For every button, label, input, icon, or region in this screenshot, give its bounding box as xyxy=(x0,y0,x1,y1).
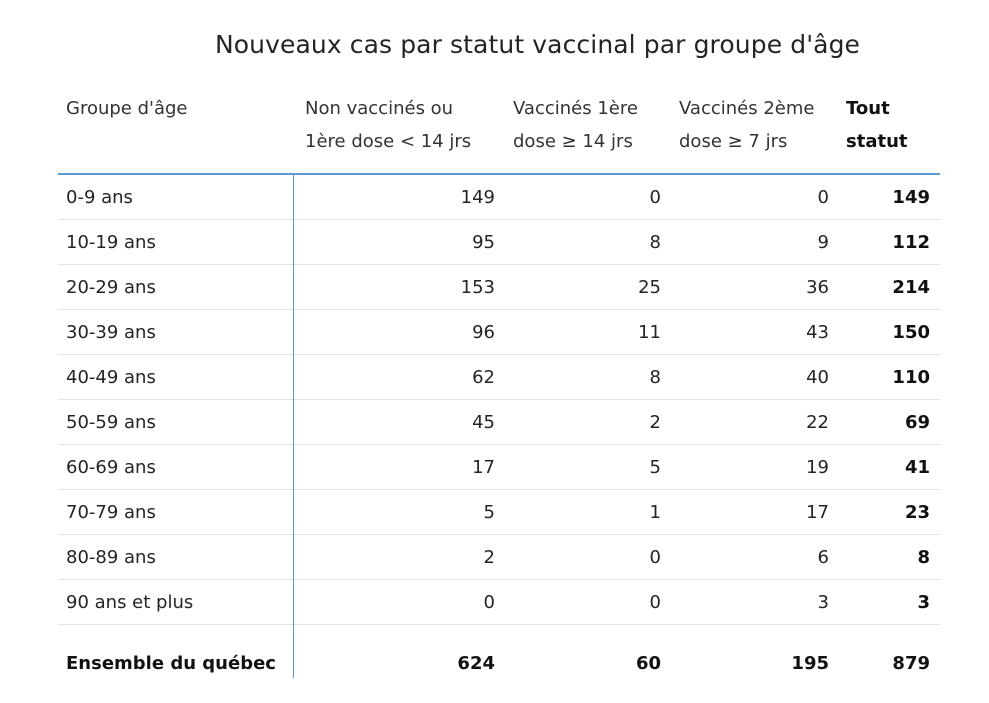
cell-dose-1: 0 xyxy=(649,592,661,613)
totals-non-vaccinated: 624 xyxy=(457,653,495,674)
cell-group: 50-59 ans xyxy=(66,412,156,433)
totals-row: Ensemble du québec 624 60 195 879 xyxy=(58,625,940,703)
cell-dose-1: 11 xyxy=(638,322,661,343)
cell-group: 20-29 ans xyxy=(66,277,156,298)
cell-non-vaccinated: 96 xyxy=(472,322,495,343)
cell-non-vaccinated: 153 xyxy=(460,277,495,298)
cell-dose-2: 40 xyxy=(806,367,829,388)
cell-dose-2: 17 xyxy=(806,502,829,523)
cell-group: 0-9 ans xyxy=(66,187,133,208)
cell-dose-2: 19 xyxy=(806,457,829,478)
cell-dose-2: 6 xyxy=(817,547,829,568)
table-row: 10-19 ans 95 8 9 112 xyxy=(58,220,940,265)
header-non-vaccinated-line-1: Non vaccinés ou xyxy=(305,98,454,119)
table-row: 90 ans et plus 0 0 3 3 xyxy=(58,580,940,625)
header-dose-2[interactable]: Vaccinés 2ème dose ≥ 7 jrs xyxy=(679,92,814,158)
cell-non-vaccinated: 45 xyxy=(472,412,495,433)
cell-dose-1: 2 xyxy=(649,412,661,433)
cell-non-vaccinated: 5 xyxy=(483,502,495,523)
table-header: Groupe d'âge Non vaccinés ou 1ère dose <… xyxy=(58,82,940,175)
cell-group: 60-69 ans xyxy=(66,457,156,478)
cell-total: 8 xyxy=(917,547,930,568)
header-non-vaccinated-line-2: 1ère dose < 14 jrs xyxy=(305,131,472,152)
cell-non-vaccinated: 0 xyxy=(483,592,495,613)
header-total-line-1: Tout xyxy=(846,98,890,119)
table-row: 70-79 ans 5 1 17 23 xyxy=(58,490,940,535)
cell-group: 10-19 ans xyxy=(66,232,156,253)
cell-total: 112 xyxy=(892,232,930,253)
header-dose-1-line-2: dose ≥ 14 jrs xyxy=(513,131,633,152)
cell-non-vaccinated: 149 xyxy=(460,187,495,208)
cell-group: 70-79 ans xyxy=(66,502,156,523)
cell-dose-1: 25 xyxy=(638,277,661,298)
cell-non-vaccinated: 2 xyxy=(483,547,495,568)
cell-dose-1: 8 xyxy=(649,232,661,253)
cell-total: 69 xyxy=(904,412,930,433)
header-dose-2-line-2: dose ≥ 7 jrs xyxy=(679,131,788,152)
table-row: 40-49 ans 62 8 40 110 xyxy=(58,355,940,400)
totals-total: 879 xyxy=(892,653,930,674)
cell-dose-2: 43 xyxy=(806,322,829,343)
cell-group: 30-39 ans xyxy=(66,322,156,343)
cell-non-vaccinated: 17 xyxy=(472,457,495,478)
table-row: 30-39 ans 96 11 43 150 xyxy=(58,310,940,355)
cell-total: 41 xyxy=(904,457,930,478)
cell-total: 3 xyxy=(917,592,930,613)
cell-total: 149 xyxy=(892,187,930,208)
cell-dose-1: 1 xyxy=(649,502,661,523)
cell-dose-2: 3 xyxy=(817,592,829,613)
table-row: 0-9 ans 149 0 0 149 xyxy=(58,175,940,220)
column-divider xyxy=(293,173,294,678)
header-total-line-2: statut xyxy=(846,131,908,152)
header-group-line-1: Groupe d'âge xyxy=(66,98,188,119)
cell-group: 80-89 ans xyxy=(66,547,156,568)
totals-dose-2: 195 xyxy=(791,653,829,674)
cell-dose-1: 8 xyxy=(649,367,661,388)
cell-non-vaccinated: 62 xyxy=(472,367,495,388)
header-dose-1-line-1: Vaccinés 1ère xyxy=(513,98,638,119)
table-title: Nouveaux cas par statut vaccinal par gro… xyxy=(214,30,861,59)
header-dose-1[interactable]: Vaccinés 1ère dose ≥ 14 jrs xyxy=(513,92,638,158)
cell-dose-2: 36 xyxy=(806,277,829,298)
totals-dose-1: 60 xyxy=(635,653,661,674)
cell-total: 110 xyxy=(892,367,930,388)
totals-label: Ensemble du québec xyxy=(66,653,276,674)
cell-dose-2: 0 xyxy=(817,187,829,208)
table-row: 80-89 ans 2 0 6 8 xyxy=(58,535,940,580)
cell-total: 150 xyxy=(892,322,930,343)
cell-non-vaccinated: 95 xyxy=(472,232,495,253)
table-row: 60-69 ans 17 5 19 41 xyxy=(58,445,940,490)
cell-dose-1: 5 xyxy=(649,457,661,478)
header-dose-2-line-1: Vaccinés 2ème xyxy=(679,98,815,119)
table-row: 20-29 ans 153 25 36 214 xyxy=(58,265,940,310)
cell-dose-2: 9 xyxy=(817,232,829,253)
cell-group: 90 ans et plus xyxy=(66,592,194,613)
vaccination-table: Groupe d'âge Non vaccinés ou 1ère dose <… xyxy=(58,82,940,703)
cell-group: 40-49 ans xyxy=(66,367,156,388)
cell-total: 214 xyxy=(892,277,930,298)
cell-dose-1: 0 xyxy=(649,547,661,568)
cell-total: 23 xyxy=(904,502,930,523)
header-group[interactable]: Groupe d'âge xyxy=(66,92,188,125)
table-row: 50-59 ans 45 2 22 69 xyxy=(58,400,940,445)
table-body: 0-9 ans 149 0 0 149 10-19 ans 95 8 9 112 20-29 ans… xyxy=(58,175,940,625)
header-non-vaccinated[interactable]: Non vaccinés ou 1ère dose < 14 jrs xyxy=(305,92,471,158)
header-total[interactable]: Tout statut xyxy=(846,92,908,158)
cell-dose-2: 22 xyxy=(806,412,829,433)
cell-dose-1: 0 xyxy=(649,187,661,208)
